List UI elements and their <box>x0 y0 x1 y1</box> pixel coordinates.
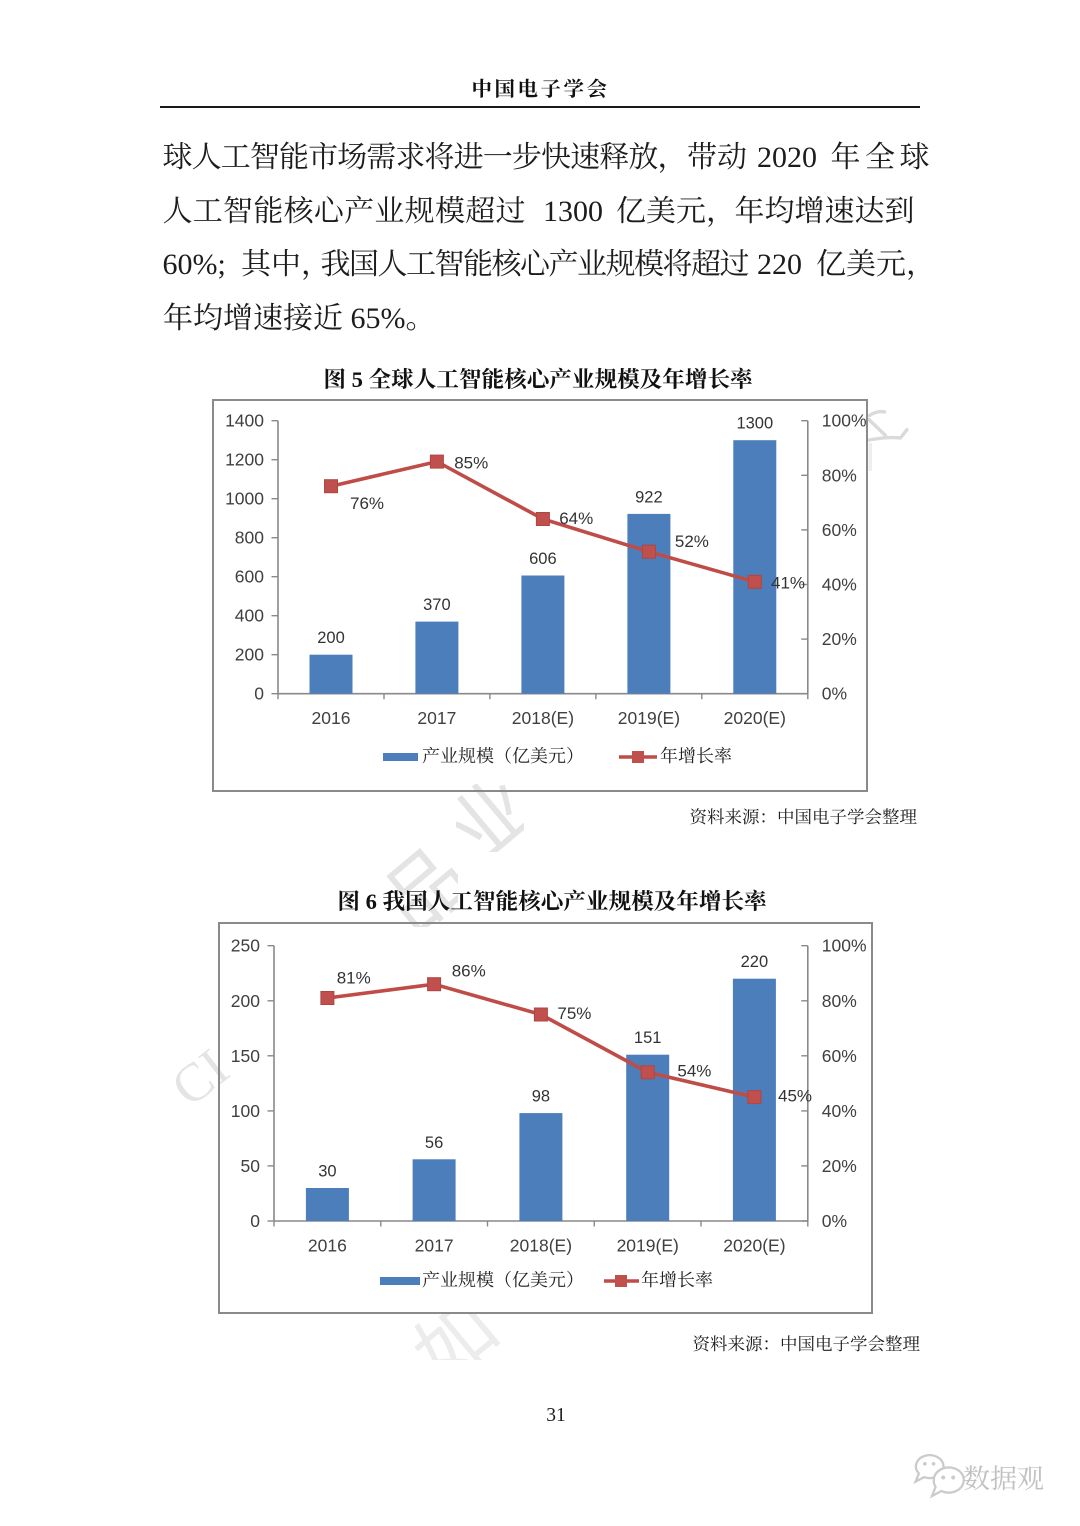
svg-text:56: 56 <box>425 1134 443 1152</box>
svg-text:250: 250 <box>231 936 260 956</box>
svg-text:60%: 60% <box>822 1046 857 1066</box>
svg-text:75%: 75% <box>557 1004 591 1023</box>
svg-text:2018(E): 2018(E) <box>510 1236 572 1256</box>
svg-text:600: 600 <box>235 567 264 587</box>
svg-text:800: 800 <box>235 528 264 548</box>
svg-text:200: 200 <box>235 645 264 665</box>
svg-text:2017: 2017 <box>417 708 456 728</box>
svg-text:80%: 80% <box>822 465 857 485</box>
svg-text:151: 151 <box>634 1029 662 1047</box>
svg-text:50: 50 <box>241 1156 261 1176</box>
svg-text:0%: 0% <box>822 1211 847 1231</box>
svg-text:98: 98 <box>532 1088 550 1106</box>
svg-text:52%: 52% <box>675 532 709 551</box>
svg-text:20%: 20% <box>822 1156 857 1176</box>
svg-text:76%: 76% <box>350 494 384 513</box>
svg-text:1300: 1300 <box>736 415 773 433</box>
svg-text:1400: 1400 <box>225 411 264 431</box>
svg-text:2020(E): 2020(E) <box>723 1236 785 1256</box>
svg-text:2017: 2017 <box>415 1236 454 1256</box>
svg-text:45%: 45% <box>778 1087 812 1106</box>
svg-text:数据观: 数据观 <box>963 1464 1044 1494</box>
svg-text:1200: 1200 <box>225 450 264 470</box>
svg-text:100%: 100% <box>822 411 867 431</box>
svg-text:64%: 64% <box>559 509 593 528</box>
svg-text:100: 100 <box>231 1101 260 1121</box>
svg-text:0: 0 <box>254 684 264 704</box>
svg-text:41%: 41% <box>771 574 805 593</box>
svg-text:400: 400 <box>235 606 264 626</box>
svg-text:80%: 80% <box>822 991 857 1011</box>
svg-text:2016: 2016 <box>308 1236 347 1256</box>
svg-text:40%: 40% <box>822 575 857 595</box>
svg-text:2018(E): 2018(E) <box>512 708 574 728</box>
svg-text:85%: 85% <box>454 453 488 472</box>
svg-text:86%: 86% <box>452 962 486 981</box>
svg-text:150: 150 <box>231 1046 260 1066</box>
svg-text:40%: 40% <box>822 1101 857 1121</box>
svg-text:54%: 54% <box>677 1061 711 1080</box>
svg-text:200: 200 <box>231 991 260 1011</box>
svg-text:2016: 2016 <box>312 708 351 728</box>
svg-text:922: 922 <box>635 488 663 506</box>
svg-text:370: 370 <box>423 596 451 614</box>
svg-text:0%: 0% <box>822 684 847 704</box>
svg-text:30: 30 <box>318 1163 336 1181</box>
svg-text:0: 0 <box>250 1211 260 1231</box>
svg-text:606: 606 <box>529 550 557 568</box>
svg-text:60%: 60% <box>822 520 857 540</box>
svg-text:2019(E): 2019(E) <box>617 1236 679 1256</box>
svg-text:2019(E): 2019(E) <box>618 708 680 728</box>
svg-text:1000: 1000 <box>225 489 264 509</box>
svg-text:100%: 100% <box>822 936 867 956</box>
svg-text:20%: 20% <box>822 629 857 649</box>
svg-text:81%: 81% <box>337 968 371 987</box>
svg-text:200: 200 <box>317 629 345 647</box>
svg-text:220: 220 <box>741 953 769 971</box>
svg-text:2020(E): 2020(E) <box>724 708 786 728</box>
